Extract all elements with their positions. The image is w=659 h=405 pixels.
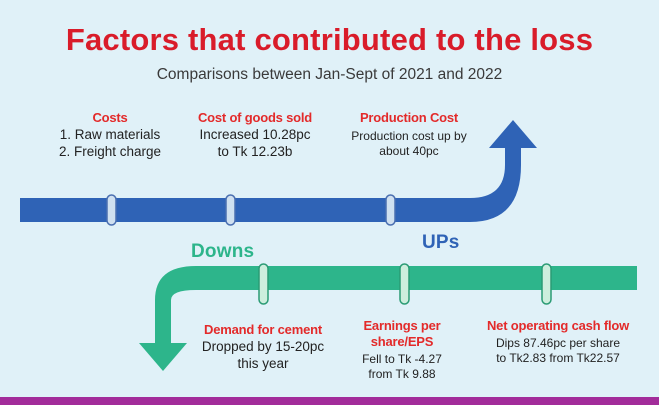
- downs-marker-3: [541, 263, 552, 305]
- ups-item-line: Production cost up by: [351, 129, 467, 143]
- downs-item-heading-line: share/EPS: [370, 334, 434, 349]
- downs-item-line: this year: [237, 356, 289, 371]
- downs-item-line: Fell to Tk -4.27: [362, 352, 442, 366]
- ups-item-line: about 40pc: [379, 144, 439, 158]
- downs-item-demand-for-cement: Demand for cement Dropped by 15-20pc thi…: [176, 322, 350, 372]
- ups-arrow-band: [20, 120, 537, 222]
- downs-item-heading-line: Earnings per: [363, 318, 441, 333]
- downs-item-eps: Earnings per share/EPS Fell to Tk -4.27 …: [335, 318, 469, 382]
- ups-item-production-cost: Production Cost Production cost up by ab…: [319, 110, 499, 159]
- ups-item-heading: Costs: [92, 110, 128, 125]
- ups-item-cost-of-goods-sold: Cost of goods sold Increased 10.28pc to …: [165, 110, 345, 160]
- downs-item-line: Dips 87.46pc per share: [495, 336, 621, 350]
- ups-item-line: Increased 10.28pc: [199, 127, 311, 142]
- downs-item-heading: Earnings per share/EPS: [335, 318, 469, 350]
- ups-item-line: to Tk 12.23b: [217, 144, 293, 159]
- page-title: Factors that contributed to the loss: [65, 22, 594, 57]
- ups-marker-3: [385, 194, 396, 226]
- downs-item-heading: Net operating cash flow: [486, 318, 630, 333]
- downs-marker-1: [258, 263, 269, 305]
- ups-item-costs: Costs 1. Raw materials 2. Freight charge: [20, 110, 200, 160]
- downs-item-line: to Tk2.83 from Tk22.57: [496, 351, 620, 365]
- ups-label: UPs: [422, 232, 460, 253]
- downs-arrow-band: [139, 266, 637, 371]
- downs-marker-2: [399, 263, 410, 305]
- ups-item-line: 1. Raw materials: [59, 127, 161, 142]
- downs-item-line: Dropped by 15-20pc: [201, 339, 325, 354]
- ups-item-heading: Production Cost: [359, 110, 459, 125]
- ups-item-line: 2. Freight charge: [58, 144, 162, 159]
- ups-item-heading: Cost of goods sold: [197, 110, 313, 125]
- downs-label: Downs: [191, 241, 255, 262]
- downs-item-net-operating-cash-flow: Net operating cash flow Dips 87.46pc per…: [463, 318, 653, 366]
- downs-item-heading: Demand for cement: [204, 322, 322, 337]
- ups-marker-1: [106, 194, 117, 226]
- page-subtitle: Comparisons between Jan-Sept of 2021 and…: [156, 66, 503, 83]
- ups-marker-2: [225, 194, 236, 226]
- downs-item-line: from Tk 9.88: [368, 367, 436, 381]
- bottom-rule: [0, 397, 659, 405]
